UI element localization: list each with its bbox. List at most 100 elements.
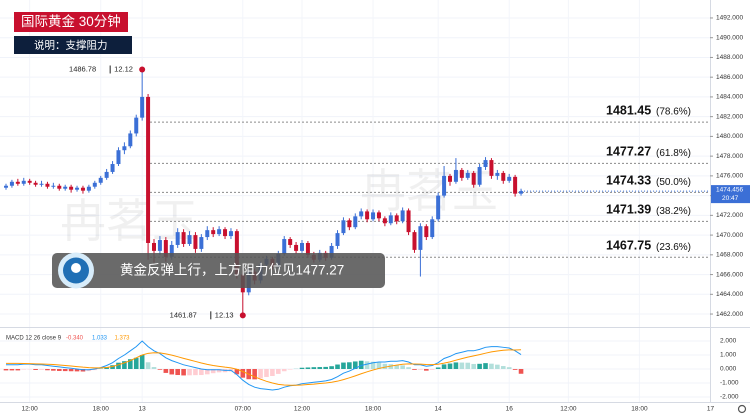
histogram-bar (133, 357, 139, 369)
histogram-bar (92, 368, 98, 371)
candle-body (223, 229, 228, 237)
candle-body (163, 240, 168, 257)
candle-body (175, 232, 180, 245)
histogram-bar (199, 368, 204, 376)
histogram-bar (518, 368, 524, 374)
x-tick-label: 16 (506, 406, 514, 413)
logo-icon (71, 263, 81, 273)
title-box (14, 12, 128, 32)
histogram-bar (489, 363, 494, 369)
candle-body (459, 169, 464, 178)
macd-legend-value: 1.373 (115, 336, 131, 342)
x-tick-label: 12:00 (560, 406, 577, 413)
histogram-bar (299, 367, 305, 369)
histogram-bar (281, 368, 287, 372)
histogram-bar (429, 368, 435, 370)
histogram-bar (347, 362, 352, 369)
y2-tick-label: 2.000 (720, 338, 737, 345)
y-tick-label: 1482.000 (716, 113, 743, 120)
histogram-bar (15, 368, 21, 371)
candle-body (341, 220, 346, 234)
histogram-bar (406, 367, 411, 369)
histogram-bar (287, 368, 293, 370)
x-tick-label: 17 (707, 406, 715, 413)
histogram-bar (495, 364, 500, 369)
histogram-bar (465, 362, 471, 369)
histogram-bar (317, 367, 323, 369)
x-tick-label: 07:00 (235, 406, 252, 413)
fib-ratio: (38.2%) (656, 206, 691, 217)
candle-body (234, 231, 239, 275)
histogram-bar (157, 368, 163, 370)
candle-body (507, 176, 512, 181)
histogram-bar (394, 365, 400, 369)
candle-body (513, 176, 518, 194)
candle-body (382, 218, 387, 224)
histogram-bar (459, 362, 465, 369)
x-tick-label: 18:00 (365, 406, 382, 413)
x-tick-label: 13 (139, 406, 147, 413)
y-tick-label: 1480.000 (716, 133, 743, 140)
candle-body (400, 210, 405, 222)
histogram-bar (276, 368, 281, 374)
candle-body (376, 212, 381, 219)
candle-body (353, 216, 358, 228)
candle-body (51, 185, 56, 187)
candle-body (157, 240, 162, 251)
candle-body (140, 96, 145, 118)
candle-body (430, 219, 435, 238)
histogram-bar (187, 368, 192, 376)
candle-body (75, 187, 80, 190)
macd-label: MACD 12 26 close 9 (6, 336, 62, 342)
histogram-bar (270, 368, 275, 376)
subtitle-box (14, 36, 132, 54)
histogram-bar (424, 368, 429, 371)
fib-price: 1471.39 (606, 203, 651, 217)
histogram-bar (193, 368, 198, 376)
fib-price: 1481.45 (606, 103, 651, 117)
candle-body (335, 233, 340, 246)
last-price-tag (711, 185, 750, 204)
macd-line (6, 349, 522, 386)
y-tick-label: 1476.000 (716, 173, 743, 180)
histogram-bar (68, 368, 74, 372)
candle-body (63, 186, 68, 189)
candle-body (495, 172, 500, 176)
candle-body (388, 215, 393, 224)
candle-body (33, 182, 38, 185)
candle-body (288, 239, 293, 245)
y-tick-label: 1484.000 (716, 94, 743, 101)
fib-ratio: (78.6%) (656, 107, 691, 118)
histogram-bar (252, 368, 257, 380)
settings-icon[interactable] (737, 404, 747, 414)
candle-body (146, 96, 151, 243)
y2-tick-label: -1.000 (720, 380, 739, 387)
candle-body (86, 186, 91, 191)
histogram-bar (441, 364, 447, 369)
candle-body (116, 150, 121, 165)
y-tick-label: 1478.000 (716, 153, 743, 160)
macd-legend-value: -0.340 (66, 336, 84, 342)
candle-body (80, 187, 85, 191)
histogram-bar (45, 368, 50, 371)
histogram-bar (210, 368, 216, 374)
fib-ratio: (23.6%) (656, 242, 691, 253)
candle-body (519, 191, 524, 194)
annotation-price: 1486.78 (69, 64, 96, 73)
histogram-bar (400, 365, 405, 369)
extreme-dot (139, 66, 146, 73)
candle-body (300, 242, 304, 251)
candle-body (329, 245, 334, 258)
candle-body (98, 177, 103, 183)
banner (52, 253, 385, 288)
extreme-dot (239, 312, 246, 319)
histogram-bar (477, 363, 482, 369)
histogram-bar (335, 364, 340, 369)
histogram-bar (453, 362, 459, 369)
candle-body (228, 231, 233, 237)
last-price-label: 1474.456 (716, 186, 743, 193)
histogram-bar (116, 362, 121, 369)
fib-price: 1474.33 (606, 174, 651, 188)
